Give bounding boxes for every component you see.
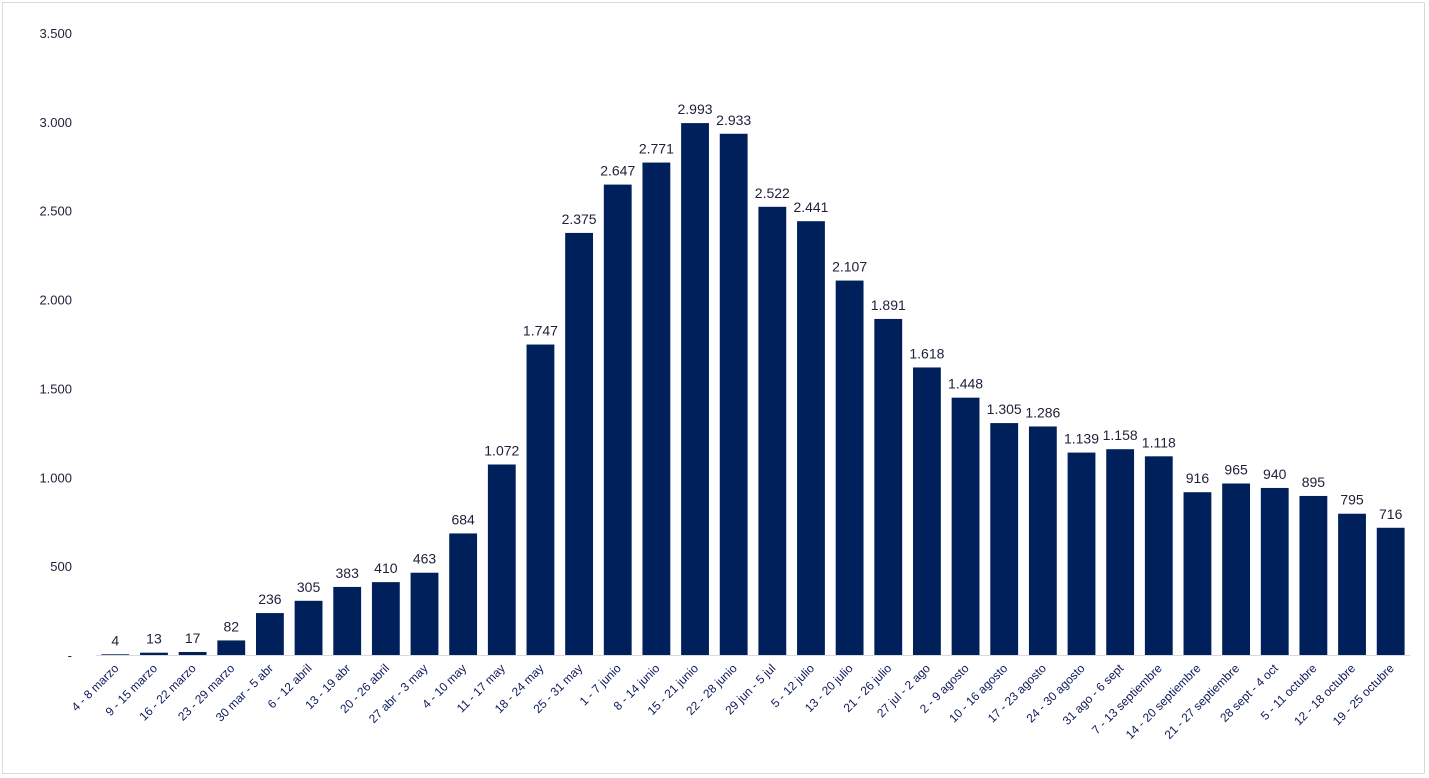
data-label: 895 (1302, 474, 1326, 490)
data-label: 1.118 (1142, 434, 1176, 450)
data-label: 410 (374, 560, 398, 576)
y-tick-label: 2.500 (39, 204, 72, 219)
y-tick-label: 3.500 (39, 26, 72, 41)
bar (874, 318, 903, 655)
data-label: 940 (1263, 466, 1287, 482)
data-label: 2.522 (755, 185, 790, 201)
bar (835, 280, 864, 655)
bar (797, 221, 825, 655)
y-tick-label: 1.500 (39, 381, 72, 396)
data-label: 916 (1186, 470, 1210, 486)
bar (1299, 495, 1328, 655)
bar (449, 533, 478, 655)
data-label: 463 (413, 551, 437, 567)
bar (1183, 492, 1212, 655)
data-label: 1.286 (1025, 404, 1060, 420)
data-label: 2.647 (600, 163, 635, 179)
data-label: 2.771 (639, 141, 674, 157)
data-label: 2.107 (832, 259, 867, 275)
bar (719, 133, 748, 655)
bar (217, 640, 246, 655)
bar (371, 582, 400, 655)
data-label: 383 (336, 565, 360, 581)
bar (1222, 483, 1251, 655)
data-label: 1.747 (523, 323, 558, 339)
data-label: 4 (111, 632, 119, 648)
bar (951, 397, 980, 655)
data-label: 795 (1340, 492, 1364, 508)
bar (487, 464, 516, 655)
bars (101, 123, 1405, 656)
data-label: 1.891 (871, 297, 906, 313)
data-label: 2.441 (793, 199, 828, 215)
data-labels: 4 13 17 82 236 305 383 410 463 684 1.072 1.747 2.375… (111, 101, 1402, 648)
bar (758, 206, 787, 656)
bar (603, 184, 632, 655)
data-label: 2.375 (562, 211, 597, 227)
y-tick-label: 1.000 (39, 470, 72, 485)
x-tick-label: 7 - 13 septiembre (1089, 661, 1165, 737)
data-label: 1.448 (948, 376, 983, 392)
bar (1376, 527, 1405, 655)
data-label: 1.139 (1064, 431, 1099, 447)
data-label: 236 (258, 591, 282, 607)
bar (642, 162, 671, 656)
y-axis: - 500 1.000 1.500 2.000 2.500 3.000 3.500 (39, 26, 72, 663)
bar (1106, 449, 1135, 655)
data-label: 684 (451, 511, 475, 527)
data-label: 1.618 (909, 345, 944, 361)
bar (990, 423, 1019, 655)
bar (1260, 487, 1289, 655)
data-label: 82 (223, 618, 239, 634)
bar (101, 654, 130, 655)
data-label: 965 (1224, 462, 1248, 478)
bar (294, 600, 323, 655)
bar (410, 572, 439, 655)
data-label: 1.158 (1103, 427, 1138, 443)
data-label: 305 (297, 579, 321, 595)
data-label: 13 (146, 631, 162, 647)
bar (526, 344, 555, 655)
bar (913, 367, 941, 655)
y-tick-label: 3.000 (39, 115, 72, 130)
bar (178, 651, 207, 655)
bar (1144, 456, 1173, 655)
data-label: 1.305 (987, 401, 1022, 417)
bar (1028, 426, 1057, 655)
bar (140, 652, 168, 655)
bar (256, 613, 284, 655)
y-tick-label: - (68, 648, 72, 663)
data-label: 716 (1379, 506, 1403, 522)
data-label: 2.933 (716, 112, 751, 128)
y-tick-label: 2.000 (39, 293, 72, 308)
bar (1338, 513, 1366, 655)
y-tick-label: 500 (50, 559, 72, 574)
data-label: 1.072 (484, 442, 519, 458)
bar (333, 586, 362, 655)
data-label: 17 (185, 630, 201, 646)
bar (565, 232, 594, 655)
bar (1067, 452, 1096, 655)
data-label: 2.993 (678, 101, 713, 117)
bar (681, 123, 709, 656)
